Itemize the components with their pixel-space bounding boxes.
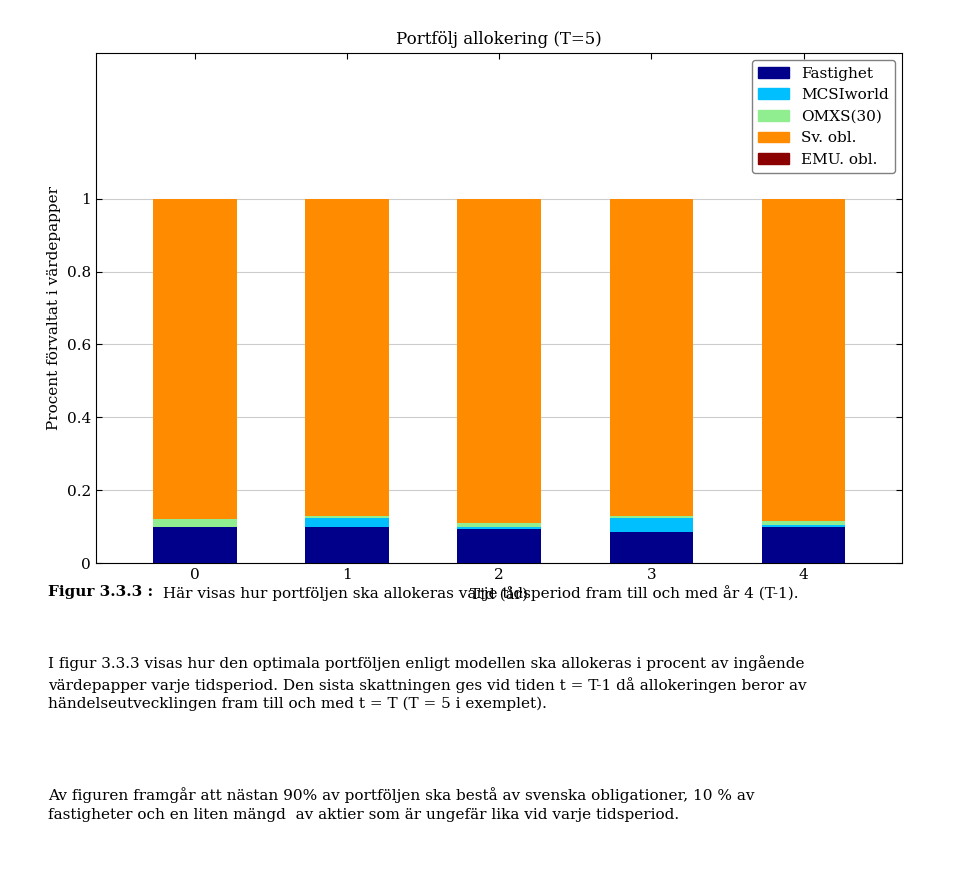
X-axis label: Tid (år): Tid (år)	[470, 588, 528, 603]
Text: I figur 3.3.3 visas hur den optimala portföljen enligt modellen ska allokeras i : I figur 3.3.3 visas hur den optimala por…	[48, 656, 806, 711]
Bar	[305, 516, 389, 517]
Legend: Fastighet, MCSIworld, OMXS(30), Sv. obl., EMU. obl.: Fastighet, MCSIworld, OMXS(30), Sv. obl.…	[752, 61, 895, 173]
Bar	[610, 199, 693, 516]
Text: Figur 3.3.3 :: Figur 3.3.3 :	[48, 585, 154, 599]
Bar	[305, 527, 389, 563]
Y-axis label: Procent förvaltat i värdepapper: Procent förvaltat i värdepapper	[47, 186, 61, 430]
Bar	[305, 199, 389, 516]
Bar	[153, 519, 237, 527]
Bar	[305, 517, 389, 527]
Text: Här visas hur portföljen ska allokeras varje tidsperiod fram till och med år 4 (: Här visas hur portföljen ska allokeras v…	[158, 585, 799, 601]
Bar	[761, 524, 846, 527]
Bar	[761, 527, 846, 563]
Title: Portfölj allokering (T=5): Portfölj allokering (T=5)	[396, 32, 602, 48]
Bar	[457, 529, 541, 563]
Bar	[457, 527, 541, 529]
Bar	[153, 527, 237, 563]
Bar	[610, 532, 693, 563]
Bar	[153, 199, 237, 519]
Bar	[761, 199, 846, 521]
Bar	[457, 523, 541, 527]
Bar	[457, 199, 541, 523]
Bar	[761, 521, 846, 524]
Bar	[610, 516, 693, 517]
Bar	[610, 517, 693, 532]
Text: Av figuren framgår att nästan 90% av portföljen ska bestå av svenska obligatione: Av figuren framgår att nästan 90% av por…	[48, 788, 755, 822]
